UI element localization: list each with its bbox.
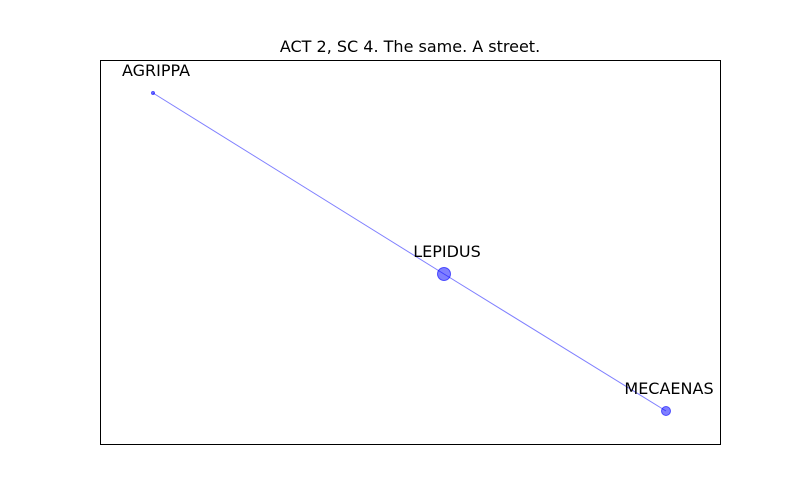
nodes-layer <box>151 91 671 416</box>
node-label-agrippa: AGRIPPA <box>122 61 190 80</box>
edge-agrippa-lepidus <box>152 92 445 275</box>
node-label-lepidus: LEPIDUS <box>413 242 481 261</box>
edges-layer <box>152 92 667 412</box>
edge-lepidus-mecaenas <box>443 273 667 412</box>
node-lepidus <box>437 267 451 281</box>
figure-title: ACT 2, SC 4. The same. A street. <box>280 37 540 56</box>
node-mecaenas <box>661 406 671 416</box>
node-label-mecaenas: MECAENAS <box>624 379 713 398</box>
node-agrippa <box>151 91 155 95</box>
plot-frame <box>100 60 721 445</box>
labels-layer: AGRIPPA LEPIDUS MECAENAS <box>122 61 714 398</box>
